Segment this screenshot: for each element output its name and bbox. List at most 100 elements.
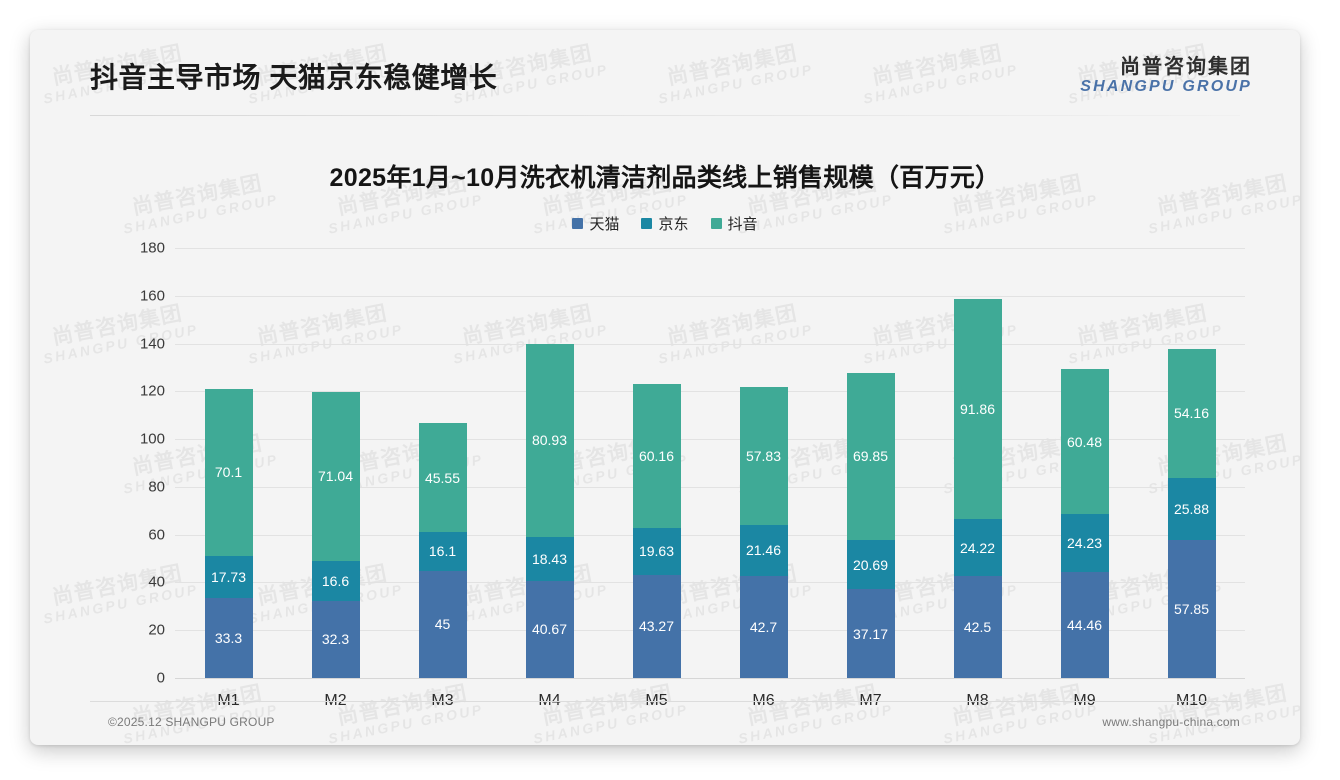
chart-title: 2025年1月~10月洗衣机清洁剂品类线上销售规模（百万元） (329, 164, 1001, 192)
bar-segment-天猫[interactable]: 43.27 (632, 574, 681, 678)
bar-segment-抖音[interactable]: 71.04 (311, 391, 360, 562)
brand-logo: 尚普咨询集团 SHANGPU GROUP (1080, 56, 1252, 96)
bar-segment-抖音[interactable]: 45.55 (418, 423, 467, 533)
x-axis-tick-label: M8 (966, 692, 989, 709)
y-axis-tick-label: 60 (148, 526, 165, 544)
bar-segment-天猫[interactable]: 40.67 (525, 580, 574, 678)
gridline (175, 248, 1245, 249)
bar-group[interactable]: 91.86 24.22 42.5 (953, 299, 1002, 678)
y-axis-tick-label: 160 (139, 287, 165, 305)
x-axis-tick-label: M1 (217, 692, 240, 709)
x-axis-tick-label: M10 (1175, 692, 1208, 709)
bar-segment-天猫[interactable]: 57.85 (1167, 539, 1216, 678)
bar-segment-抖音[interactable]: 70.1 (204, 388, 253, 557)
y-axis-tick-label: 180 (139, 239, 165, 257)
bar-segment-抖音[interactable]: 91.86 (953, 299, 1002, 519)
bar-value-label: 45 (434, 616, 451, 633)
bar-segment-京东[interactable]: 24.22 (953, 518, 1002, 577)
bar-segment-京东[interactable]: 20.69 (846, 539, 895, 590)
bar-value-label: 42.7 (749, 619, 778, 635)
bar-segment-京东[interactable]: 24.23 (1060, 513, 1109, 572)
x-axis-tick-label: M2 (324, 692, 347, 709)
bar-group[interactable]: 70.1 17.73 33.3 (204, 388, 253, 678)
x-axis-tick-label: M7 (859, 692, 882, 709)
bar-value-label: 21.46 (745, 542, 782, 559)
x-axis-tick-label: M6 (752, 692, 775, 709)
bar-value-label: 60.16 (638, 447, 675, 464)
gridline (175, 343, 1245, 345)
gridline (175, 391, 1245, 393)
bar-value-label: 24.23 (1066, 534, 1103, 551)
bar-segment-天猫[interactable]: 37.17 (846, 589, 895, 678)
legend-swatch-icon (710, 218, 722, 229)
bar-segment-京东[interactable]: 16.1 (418, 532, 467, 571)
bar-segment-天猫[interactable]: 42.5 (953, 576, 1002, 678)
bar-segment-天猫[interactable]: 44.46 (1060, 571, 1109, 678)
legend-swatch-icon (572, 218, 584, 229)
footer-website[interactable]: www.shangpu-china.com (1102, 715, 1240, 729)
bar-segment-京东[interactable]: 21.46 (739, 524, 788, 576)
bar-segment-天猫[interactable]: 33.3 (204, 598, 253, 678)
bar-value-label: 69.85 (852, 448, 889, 465)
bar-segment-京东[interactable]: 19.63 (632, 527, 681, 575)
bar-value-label: 43.27 (638, 618, 675, 635)
legend-item-京东[interactable]: 京东 (641, 213, 689, 234)
bar-segment-京东[interactable]: 17.73 (204, 556, 253, 599)
footer-divider (90, 701, 1240, 702)
bar-value-label: 54.16 (1173, 405, 1210, 422)
bar-segment-天猫[interactable]: 32.3 (311, 600, 360, 678)
bar-value-label: 16.6 (321, 573, 350, 590)
bar-value-label: 37.17 (852, 625, 889, 642)
bar-value-label: 57.85 (1173, 600, 1210, 617)
page-title: 抖音主导市场 天猫京东稳健增长 (90, 62, 498, 93)
bar-segment-抖音[interactable]: 60.48 (1060, 369, 1109, 514)
bar-value-label: 16.1 (428, 543, 457, 560)
bar-segment-抖音[interactable]: 80.93 (525, 343, 574, 537)
gridline (175, 295, 1245, 297)
plot-box: 0 20 40 60 80 100 120 140 160 180 70.1 17.73 33.3 M1… (140, 240, 1245, 709)
legend-label: 京东 (658, 216, 689, 233)
bar-segment-天猫[interactable]: 45 (418, 570, 467, 678)
chart-legend: 天猫 京东 抖音 (30, 213, 1300, 234)
bar-value-label: 70.1 (214, 464, 243, 481)
bar-value-label: 91.86 (959, 400, 996, 417)
bar-segment-抖音[interactable]: 69.85 (846, 372, 895, 540)
bar-segment-抖音[interactable]: 54.16 (1167, 348, 1216, 478)
bar-segment-天猫[interactable]: 42.7 (739, 576, 788, 678)
gridline (175, 582, 1245, 584)
bar-group[interactable]: 71.04 16.6 32.3 (311, 391, 360, 678)
y-axis-tick-label: 100 (139, 430, 165, 448)
slide-card: 尚普咨询集团 SHANGPU GROUP 尚普咨询集团 SHANGPU GROUP 尚普… (30, 30, 1300, 745)
bar-group[interactable]: 60.48 24.23 44.46 (1060, 369, 1109, 678)
legend-item-抖音[interactable]: 抖音 (710, 213, 758, 234)
bar-value-label: 45.55 (424, 469, 461, 486)
bar-value-label: 42.5 (963, 619, 992, 636)
brand-logo-cn: 尚普咨询集团 (1120, 56, 1252, 78)
bar-group[interactable]: 45.55 16.1 45 (418, 423, 467, 678)
bar-value-label: 25.88 (1173, 500, 1210, 517)
bar-group[interactable]: 80.93 18.43 40.67 (525, 343, 574, 678)
header-divider (90, 115, 1240, 116)
bar-value-label: 33.3 (214, 630, 243, 647)
gridline (175, 439, 1245, 441)
bar-segment-抖音[interactable]: 60.16 (632, 384, 681, 528)
legend-item-天猫[interactable]: 天猫 (572, 213, 619, 234)
bar-group[interactable]: 54.16 25.88 57.85 (1167, 348, 1216, 678)
bar-segment-京东[interactable]: 25.88 (1167, 478, 1216, 540)
legend-swatch-icon (641, 218, 653, 229)
y-axis-tick-label: 40 (148, 573, 165, 591)
bar-group[interactable]: 60.16 19.63 43.27 (632, 384, 681, 678)
brand-logo-en: SHANGPU GROUP (1080, 78, 1252, 96)
footer-copyright: ©2025.12 SHANGPU GROUP (108, 715, 275, 729)
y-axis-tick-label: 80 (148, 478, 165, 496)
bar-value-label: 60.48 (1066, 433, 1103, 450)
y-axis-tick-label: 140 (139, 335, 165, 353)
gridline (175, 486, 1245, 488)
bar-segment-抖音[interactable]: 57.83 (739, 386, 788, 525)
bar-segment-京东[interactable]: 16.6 (311, 561, 360, 601)
bar-group[interactable]: 57.83 21.46 42.7 (739, 386, 788, 678)
slide-header: 抖音主导市场 天猫京东稳健增长 尚普咨询集团 SHANGPU GROUP (30, 30, 1300, 116)
bar-group[interactable]: 69.85 20.69 37.17 (846, 372, 895, 678)
bar-segment-京东[interactable]: 18.43 (525, 536, 574, 581)
x-axis-tick-label: M3 (431, 692, 454, 709)
